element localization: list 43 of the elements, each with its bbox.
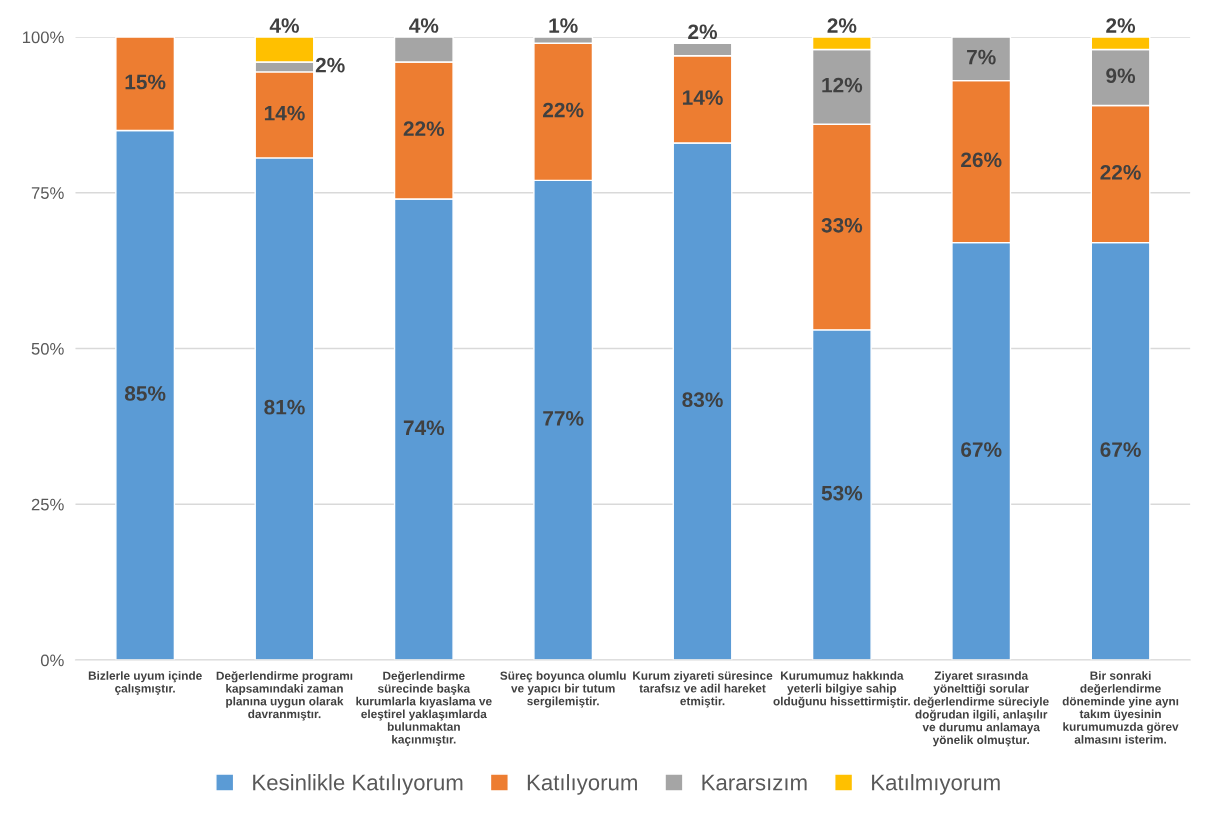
data-label: 83% <box>682 392 723 408</box>
legend-label: Kararsızım <box>702 774 807 791</box>
data-label: 22% <box>403 121 445 137</box>
data-label: 2% <box>688 24 718 40</box>
data-label: 85% <box>124 386 166 401</box>
data-label: 15% <box>125 74 166 90</box>
data-label: 77% <box>543 411 584 426</box>
legend-label: Katılıyorum <box>527 774 637 795</box>
data-label: 14% <box>264 105 305 121</box>
data-label: 2% <box>1106 18 1136 33</box>
data-label: 7% <box>967 49 996 65</box>
data-label: 4% <box>409 18 439 33</box>
x-tick-label: Ziyaret sırasında yönelttiği sorular değerlendirme süreciyle doğrudan ilgili, anlaşılır ve durumu anlamaya yönelik olmuştur. <box>913 671 1049 747</box>
legend-label: Kesinlikle Katılıyorum <box>253 774 463 795</box>
y-tick-label: 0% <box>40 654 64 667</box>
data-label: 81% <box>264 399 305 415</box>
data-label: 22% <box>1100 164 1141 180</box>
data-label: 14% <box>682 90 723 105</box>
y-tick-label: 25% <box>31 498 64 511</box>
data-label: 26% <box>961 152 1002 168</box>
y-tick-label: 100% <box>22 31 64 44</box>
data-label: 2% <box>827 18 857 33</box>
data-label: 4% <box>269 18 299 33</box>
x-tick-label: Değerlendirme programı kapsamındaki zaman planına uygun olarak davranmıştır. <box>216 671 353 721</box>
data-label: 9% <box>1106 68 1136 84</box>
x-tick-label: Bizlerle uyum içinde çalışmıştır. <box>88 671 202 695</box>
legend-label: Katılmıyorum <box>872 774 1000 795</box>
x-tick-label: Kurum ziyareti süresince tarafsız ve adil hareket etmiştir. <box>633 671 773 708</box>
data-label: 67% <box>1100 442 1141 457</box>
data-label: 2% <box>315 57 345 73</box>
x-tick-label: Süreç boyunca olumlu ve yapıcı bir tutum sergilemiştir. <box>500 671 626 708</box>
x-tick-label: Değerlendirme sürecinde başka kurumlarla kıyaslama ve eleştirel yaklaşımlarda bulunmaktan kaçınmıştır. <box>356 671 492 746</box>
y-tick-label: 50% <box>31 342 64 355</box>
data-label: 1% <box>549 18 578 33</box>
data-label: 67% <box>961 442 1002 457</box>
data-label: 53% <box>821 485 863 501</box>
y-tick-label: 75% <box>31 187 64 199</box>
data-label: 12% <box>822 77 863 93</box>
x-tick-label: Kurumumuz hakkında yeterli bilgiye sahip olduğunu hissettirmiştir. <box>773 671 910 708</box>
x-tick-label: Bir sonraki değerlendirme döneminde yine aynı takım üyesinin kurumumuzda görev almasını isterim. <box>1062 671 1179 744</box>
data-label: 33% <box>821 217 863 233</box>
data-label: 22% <box>543 102 584 118</box>
data-label: 74% <box>403 420 445 436</box>
